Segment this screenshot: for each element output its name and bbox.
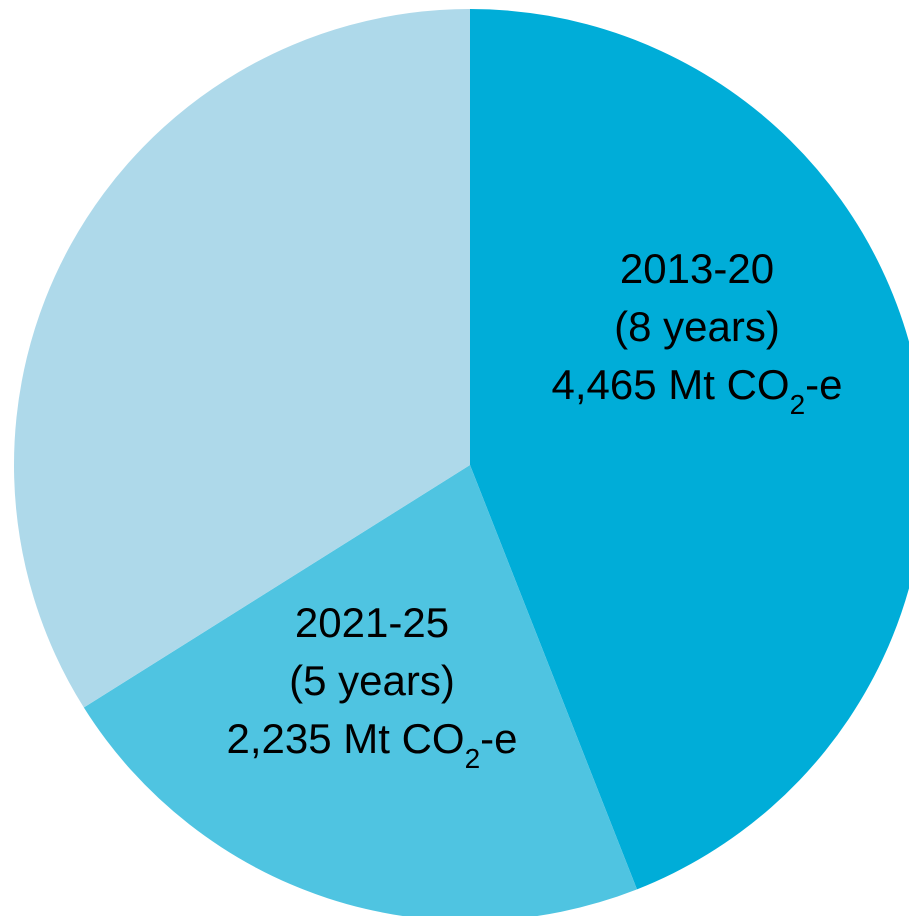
slice-label-2021-25: 2021-25 (5 years) 2,235 Mt CO2-e bbox=[226, 594, 518, 774]
slice-value-label: 2,235 Mt CO2-e bbox=[226, 715, 518, 774]
slice-duration-label: (8 years) bbox=[614, 303, 780, 350]
pie-slice-3 bbox=[14, 9, 471, 708]
pie-slice-2 bbox=[83, 465, 637, 916]
pie-slice-1 bbox=[470, 9, 909, 890]
slice-duration-label: (5 years) bbox=[289, 657, 455, 704]
slice-period-label: 2021-25 bbox=[294, 599, 450, 646]
slice-period-label: 2013-20 bbox=[619, 245, 775, 292]
slice-label-2013-20: 2013-20 (8 years) 4,465 Mt CO2-e bbox=[551, 240, 843, 420]
pie-slices bbox=[14, 9, 909, 916]
slice-value-label: 4,465 Mt CO2-e bbox=[551, 361, 843, 420]
